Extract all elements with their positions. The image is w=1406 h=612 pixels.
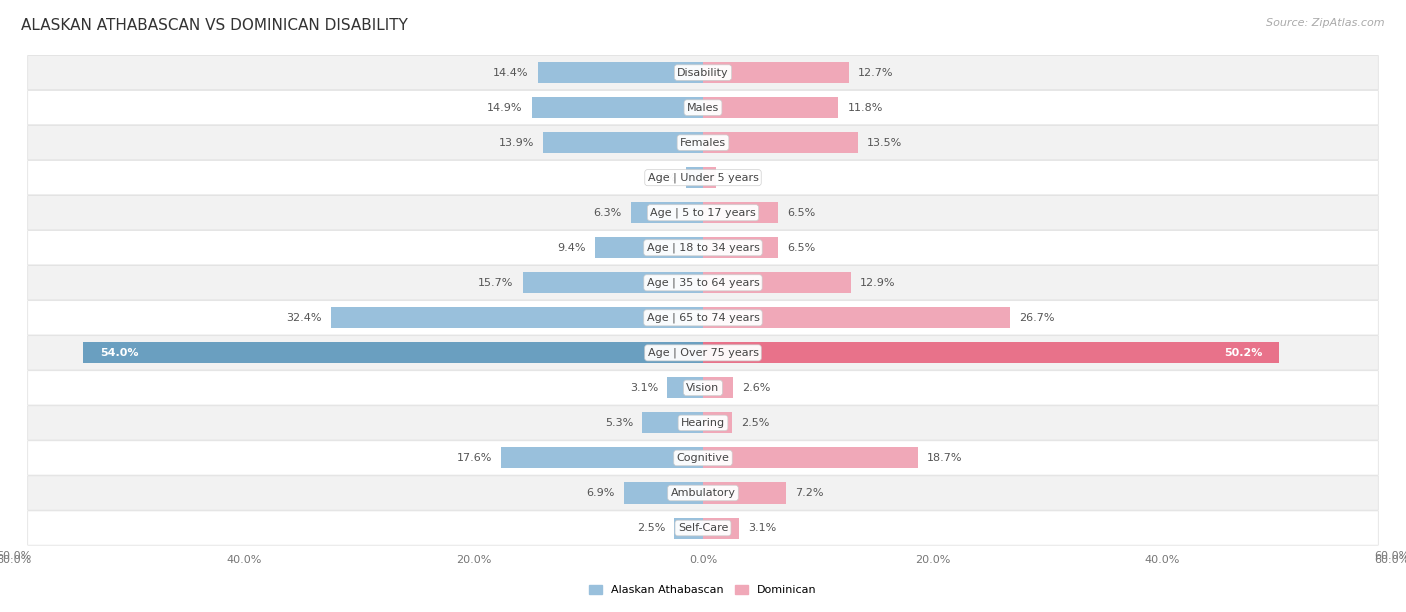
- Bar: [703, 132, 858, 153]
- Text: 6.5%: 6.5%: [787, 207, 815, 218]
- Text: Ambulatory: Ambulatory: [671, 488, 735, 498]
- Bar: [675, 518, 703, 539]
- FancyBboxPatch shape: [28, 56, 1378, 90]
- Bar: [703, 97, 838, 118]
- Bar: [703, 518, 738, 539]
- Text: Age | 35 to 64 years: Age | 35 to 64 years: [647, 278, 759, 288]
- Text: 6.5%: 6.5%: [787, 243, 815, 253]
- Text: Age | 18 to 34 years: Age | 18 to 34 years: [647, 242, 759, 253]
- Bar: [543, 132, 703, 153]
- Text: Age | Under 5 years: Age | Under 5 years: [648, 173, 758, 183]
- Text: 60.0%: 60.0%: [0, 551, 32, 561]
- Bar: [595, 237, 703, 258]
- Bar: [703, 62, 849, 83]
- Text: 2.5%: 2.5%: [741, 418, 769, 428]
- Bar: [83, 342, 703, 364]
- Bar: [703, 237, 778, 258]
- FancyBboxPatch shape: [28, 371, 1378, 405]
- Text: Disability: Disability: [678, 67, 728, 78]
- Bar: [703, 342, 1279, 364]
- Text: Males: Males: [688, 103, 718, 113]
- Bar: [686, 167, 703, 188]
- FancyBboxPatch shape: [28, 441, 1378, 475]
- Text: 60.0%: 60.0%: [1374, 551, 1406, 561]
- FancyBboxPatch shape: [28, 406, 1378, 440]
- Text: 54.0%: 54.0%: [100, 348, 139, 358]
- Text: ALASKAN ATHABASCAN VS DOMINICAN DISABILITY: ALASKAN ATHABASCAN VS DOMINICAN DISABILI…: [21, 18, 408, 34]
- Bar: [631, 202, 703, 223]
- FancyBboxPatch shape: [28, 231, 1378, 265]
- Bar: [668, 378, 703, 398]
- Bar: [703, 447, 918, 468]
- Bar: [330, 307, 703, 329]
- Text: 2.6%: 2.6%: [742, 383, 770, 393]
- Text: Age | 5 to 17 years: Age | 5 to 17 years: [650, 207, 756, 218]
- Text: 9.4%: 9.4%: [557, 243, 586, 253]
- Text: Hearing: Hearing: [681, 418, 725, 428]
- Text: 17.6%: 17.6%: [457, 453, 492, 463]
- Text: 1.1%: 1.1%: [725, 173, 754, 183]
- Text: 3.1%: 3.1%: [630, 383, 658, 393]
- Text: 13.9%: 13.9%: [499, 138, 534, 147]
- Text: Cognitive: Cognitive: [676, 453, 730, 463]
- Bar: [703, 482, 786, 504]
- Bar: [703, 167, 716, 188]
- FancyBboxPatch shape: [28, 125, 1378, 160]
- FancyBboxPatch shape: [28, 266, 1378, 300]
- Text: 7.2%: 7.2%: [794, 488, 824, 498]
- Text: 15.7%: 15.7%: [478, 278, 513, 288]
- FancyBboxPatch shape: [28, 511, 1378, 545]
- Bar: [531, 97, 703, 118]
- Text: 50.2%: 50.2%: [1223, 348, 1263, 358]
- Bar: [703, 412, 731, 433]
- Text: 6.9%: 6.9%: [586, 488, 614, 498]
- Text: 14.4%: 14.4%: [494, 67, 529, 78]
- Text: 6.3%: 6.3%: [593, 207, 621, 218]
- FancyBboxPatch shape: [28, 196, 1378, 230]
- Text: Age | Over 75 years: Age | Over 75 years: [648, 348, 758, 358]
- Bar: [703, 307, 1010, 329]
- Text: 14.9%: 14.9%: [488, 103, 523, 113]
- Bar: [643, 412, 703, 433]
- Text: 5.3%: 5.3%: [605, 418, 633, 428]
- Bar: [537, 62, 703, 83]
- FancyBboxPatch shape: [28, 336, 1378, 370]
- Text: 11.8%: 11.8%: [848, 103, 883, 113]
- Text: Source: ZipAtlas.com: Source: ZipAtlas.com: [1267, 18, 1385, 28]
- Text: 3.1%: 3.1%: [748, 523, 776, 533]
- Bar: [523, 272, 703, 293]
- FancyBboxPatch shape: [28, 300, 1378, 335]
- Text: 26.7%: 26.7%: [1019, 313, 1054, 323]
- Text: 1.5%: 1.5%: [648, 173, 676, 183]
- Bar: [703, 202, 778, 223]
- Text: 12.9%: 12.9%: [860, 278, 896, 288]
- Text: 32.4%: 32.4%: [287, 313, 322, 323]
- FancyBboxPatch shape: [28, 160, 1378, 195]
- Text: 13.5%: 13.5%: [868, 138, 903, 147]
- Text: 2.5%: 2.5%: [637, 523, 665, 533]
- Bar: [501, 447, 703, 468]
- Legend: Alaskan Athabascan, Dominican: Alaskan Athabascan, Dominican: [585, 580, 821, 600]
- Bar: [703, 378, 733, 398]
- FancyBboxPatch shape: [28, 91, 1378, 125]
- FancyBboxPatch shape: [28, 476, 1378, 510]
- Bar: [624, 482, 703, 504]
- Text: Self-Care: Self-Care: [678, 523, 728, 533]
- Text: 18.7%: 18.7%: [927, 453, 962, 463]
- Bar: [703, 272, 851, 293]
- Text: 12.7%: 12.7%: [858, 67, 893, 78]
- Text: Age | 65 to 74 years: Age | 65 to 74 years: [647, 313, 759, 323]
- Text: Females: Females: [681, 138, 725, 147]
- Text: Vision: Vision: [686, 383, 720, 393]
